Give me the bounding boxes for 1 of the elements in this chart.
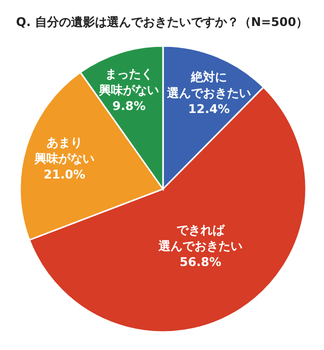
chart-title: Q. 自分の遺影は選んでおきたいですか？（N=500） [16, 15, 308, 29]
